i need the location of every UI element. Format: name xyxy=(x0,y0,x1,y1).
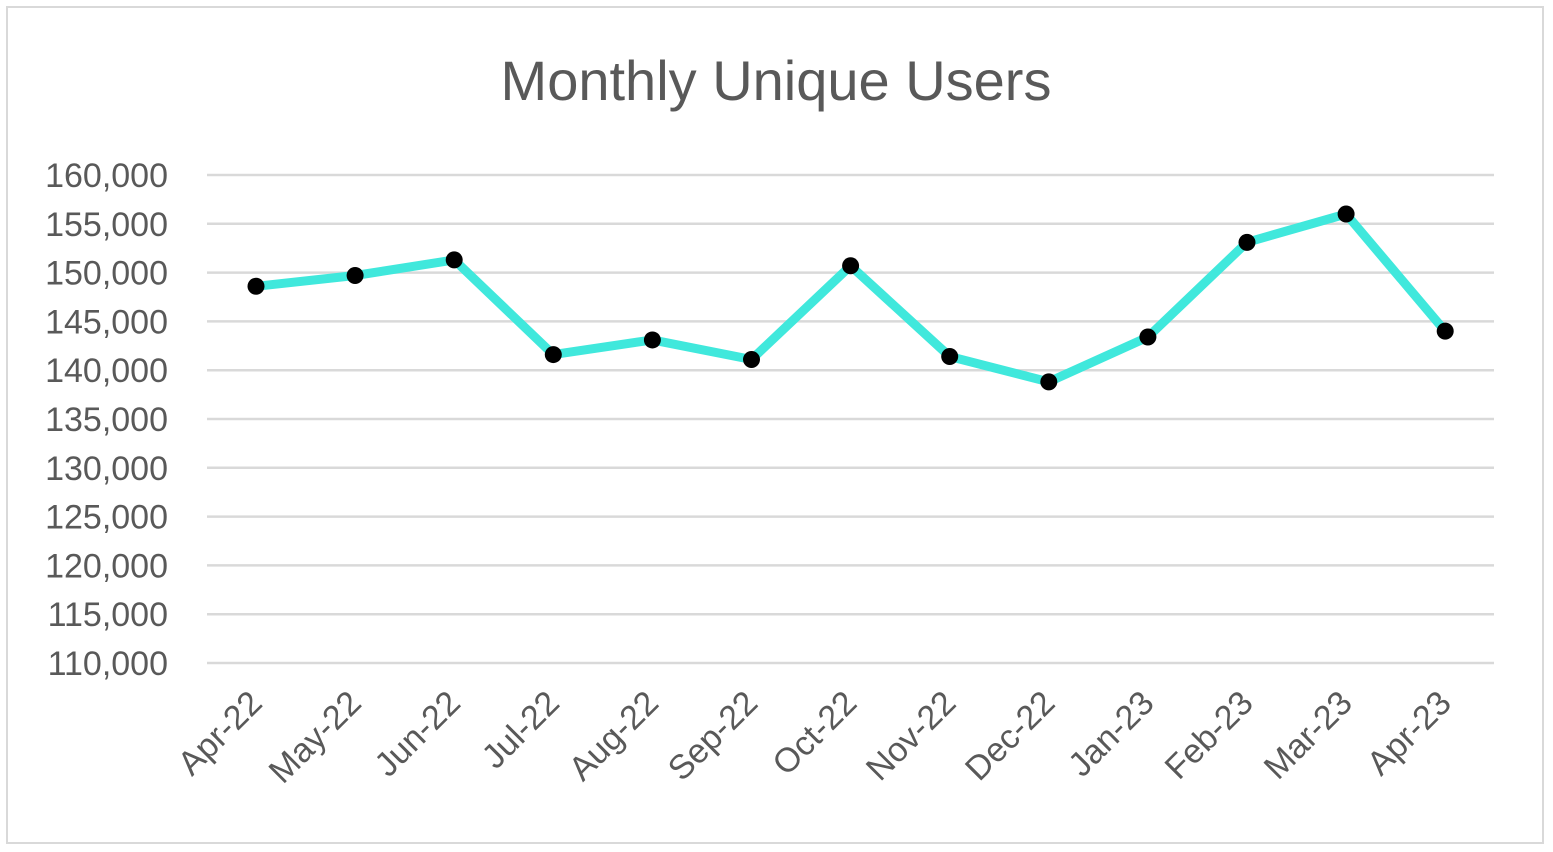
data-point xyxy=(247,277,265,295)
x-tick-label: Feb-23 xyxy=(1158,684,1261,787)
data-point xyxy=(941,348,959,366)
y-tick-label: 160,000 xyxy=(45,157,168,195)
x-tick-label: Oct-22 xyxy=(765,684,864,783)
y-tick-label: 135,000 xyxy=(45,401,168,439)
x-tick-label: Dec-22 xyxy=(958,684,1062,788)
chart-frame xyxy=(6,6,1544,844)
data-point xyxy=(842,257,860,275)
x-tick-label: Sep-22 xyxy=(661,684,765,788)
data-point xyxy=(544,346,562,364)
y-tick-label: 150,000 xyxy=(45,255,168,293)
x-tick-label: Apr-23 xyxy=(1360,684,1459,783)
series-layer xyxy=(251,209,1450,387)
y-tick-label: 155,000 xyxy=(45,206,168,244)
y-tick-label: 120,000 xyxy=(45,547,168,585)
data-point xyxy=(1436,322,1454,340)
x-tick-label: Nov-22 xyxy=(859,684,963,788)
markers xyxy=(247,205,1454,391)
x-tick-label: Jan-23 xyxy=(1061,684,1161,784)
y-axis-tick-labels: 110,000 115,000 120,000 125,000 130,000 135,0… xyxy=(45,157,168,683)
data-point xyxy=(643,331,661,349)
y-tick-label: 145,000 xyxy=(45,303,168,341)
data-point xyxy=(1238,233,1256,251)
data-point xyxy=(445,251,463,269)
x-tick-label: Aug-22 xyxy=(562,684,666,788)
y-tick-label: 140,000 xyxy=(45,352,168,390)
y-tick-label: 110,000 xyxy=(48,645,168,683)
x-tick-label: May-22 xyxy=(262,684,369,791)
chart-title: Monthly Unique Users xyxy=(501,49,1052,112)
x-tick-label: Jul-22 xyxy=(475,684,567,776)
x-tick-label: Mar-23 xyxy=(1257,684,1360,787)
y-tick-label: 125,000 xyxy=(45,499,168,537)
x-tick-label: Jun-22 xyxy=(367,684,467,784)
data-point xyxy=(1040,373,1058,391)
data-point xyxy=(1139,328,1157,346)
x-tick-label: Apr-22 xyxy=(171,684,270,783)
series-line xyxy=(251,209,1450,387)
data-point xyxy=(743,350,760,368)
y-tick-label: 130,000 xyxy=(45,450,168,488)
gridlines xyxy=(207,173,1494,665)
data-point xyxy=(1337,205,1355,223)
y-tick-label: 115,000 xyxy=(48,596,168,634)
data-point xyxy=(346,267,364,285)
